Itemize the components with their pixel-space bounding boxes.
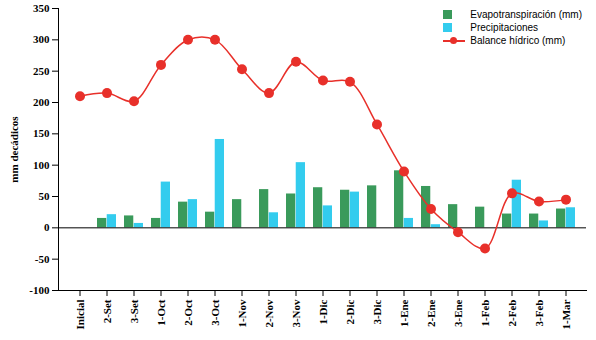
svg-text:3-Ene: 3-Ene: [452, 299, 464, 327]
svg-text:3-Oct: 3-Oct: [209, 299, 221, 326]
svg-text:300: 300: [33, 33, 50, 45]
svg-text:mm decádicos: mm decádicos: [8, 116, 20, 183]
svg-text:150: 150: [33, 127, 50, 139]
html-text:Precipitaciones: Precipitaciones: [470, 22, 539, 33]
svg-text:2-Ene: 2-Ene: [425, 299, 437, 327]
html-text:Balance hídrico (mm): Balance hídrico (mm): [470, 35, 566, 46]
svg-text:350: 350: [33, 2, 50, 14]
svg-text:1-Feb: 1-Feb: [479, 300, 491, 327]
svg-text:2-Set: 2-Set: [101, 299, 113, 323]
svg-text:2-Nov: 2-Nov: [263, 299, 275, 328]
svg-text:Inicial: Inicial: [74, 300, 86, 330]
svg-text:3-Nov: 3-Nov: [290, 299, 302, 328]
svg-text:3-Set: 3-Set: [128, 299, 140, 323]
html-text:Evapotranspiración (mm): Evapotranspiración (mm): [470, 9, 582, 20]
svg-text:50: 50: [39, 190, 51, 202]
svg-text:-100: -100: [29, 284, 50, 296]
svg-text:2-Oct: 2-Oct: [182, 299, 194, 326]
svg-text:1-Oct: 1-Oct: [155, 299, 167, 326]
svg-text:3-Feb: 3-Feb: [533, 300, 545, 327]
svg-text:1-Nov: 1-Nov: [236, 299, 248, 328]
svg-text:100: 100: [33, 159, 50, 171]
svg-text:-50: -50: [35, 253, 50, 265]
svg-text:0: 0: [44, 221, 50, 233]
svg-text:1-Dic: 1-Dic: [317, 299, 329, 324]
svg-text:3-Dic: 3-Dic: [371, 299, 383, 324]
svg-text:2-Dic: 2-Dic: [344, 299, 356, 324]
svg-text:1-Mar: 1-Mar: [560, 299, 572, 329]
svg-text:1-Ene: 1-Ene: [398, 299, 410, 327]
svg-text:250: 250: [33, 65, 50, 77]
svg-text:2-Feb: 2-Feb: [506, 300, 518, 327]
svg-text:200: 200: [33, 96, 50, 108]
